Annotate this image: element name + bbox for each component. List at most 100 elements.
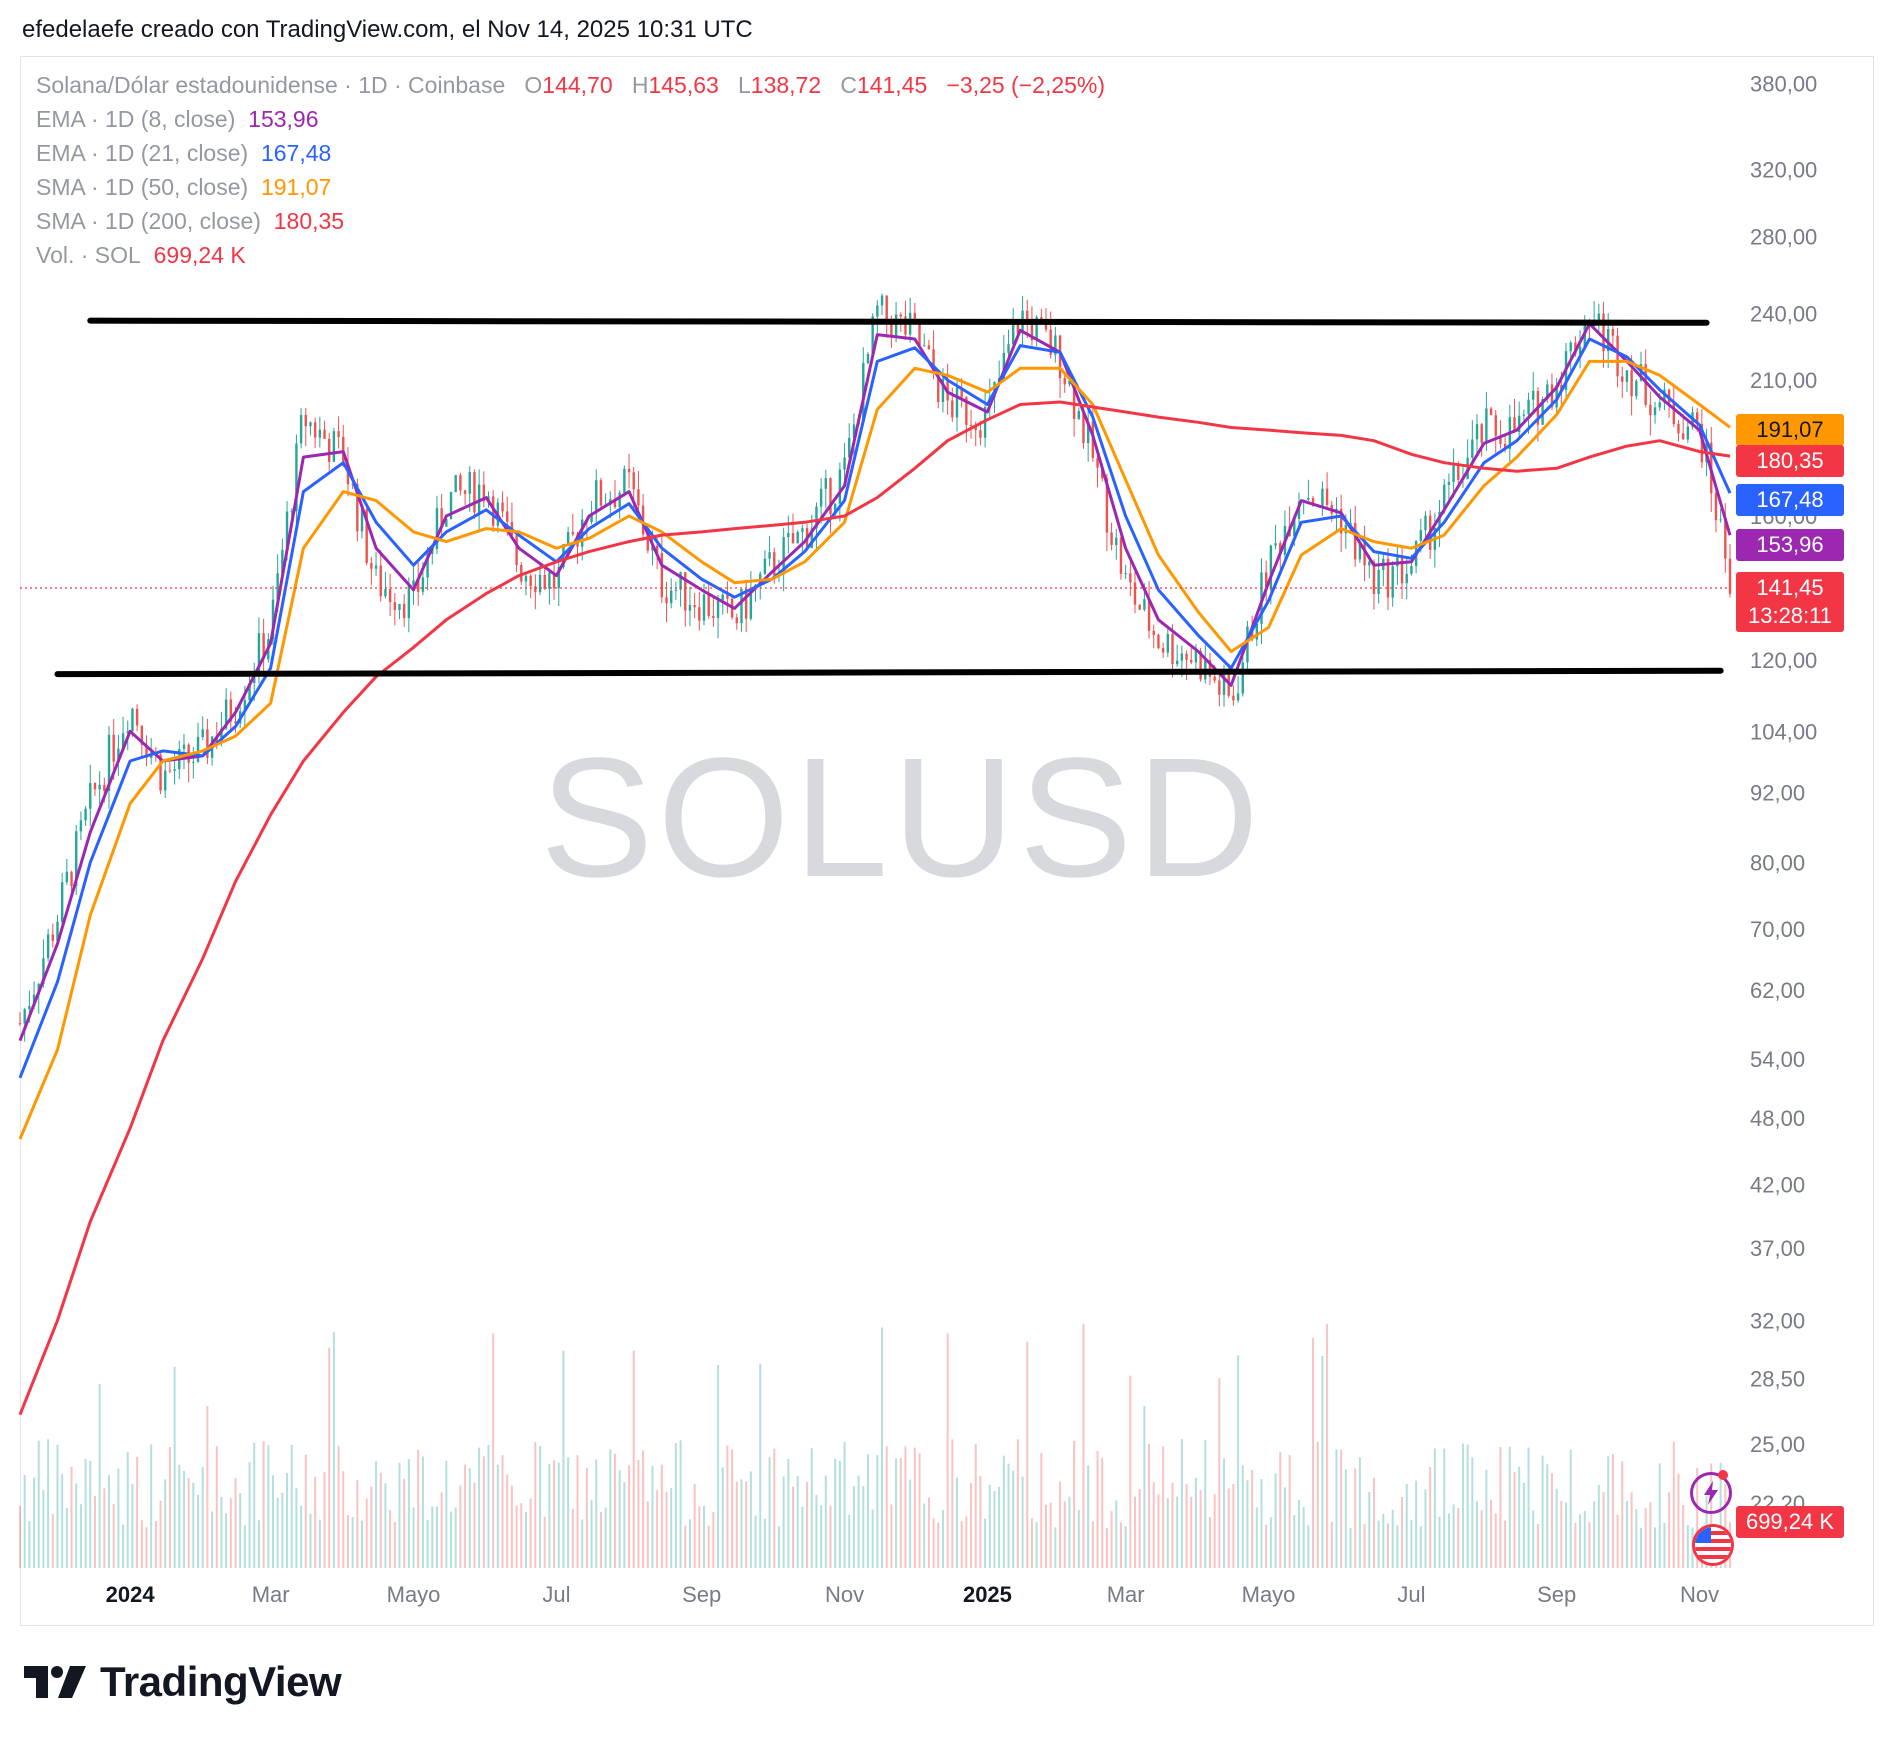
legend-symbol[interactable]: Solana/Dólar estadounidense · 1D · Coinb… xyxy=(36,72,506,98)
candle-body xyxy=(1185,653,1188,660)
volume-bar xyxy=(492,1333,495,1568)
candle-body xyxy=(1096,457,1099,468)
volume-bar xyxy=(332,1332,335,1568)
tradingview-brand-text: TradingView xyxy=(100,1658,342,1705)
candle-body xyxy=(1443,484,1446,512)
legend-low-label: L xyxy=(737,72,751,98)
volume-bar xyxy=(1686,1525,1689,1568)
candle-body xyxy=(1546,384,1549,399)
candle-body xyxy=(379,565,382,597)
volume-bar xyxy=(1326,1323,1329,1568)
volume-bar xyxy=(1077,1509,1080,1568)
volume-bar xyxy=(1063,1501,1066,1568)
volume-bar xyxy=(843,1441,846,1568)
legend-volume-row[interactable]: Vol. · SOL 699,24 K xyxy=(36,238,1105,272)
candle-body xyxy=(117,748,120,762)
volume-bar xyxy=(262,1441,265,1568)
candle-body xyxy=(253,675,256,684)
candle-body xyxy=(787,533,790,538)
volume-bar xyxy=(534,1442,537,1568)
candle-body xyxy=(412,580,415,586)
bar-countdown: 13:28:11 xyxy=(1747,603,1832,628)
legend-sma50-row[interactable]: SMA · 1D (50, close) 191,07 xyxy=(36,170,1105,204)
candle-body xyxy=(871,316,874,355)
volume-bar xyxy=(1358,1457,1361,1568)
volume-bar xyxy=(192,1482,195,1568)
candle-body xyxy=(1532,390,1535,400)
volume-bar xyxy=(375,1461,378,1568)
volume-bar xyxy=(112,1504,115,1568)
candle-body xyxy=(1115,537,1118,545)
candle-body xyxy=(1072,380,1076,419)
candle-body xyxy=(1485,408,1488,443)
volume-bar xyxy=(1616,1514,1619,1568)
candle-body xyxy=(70,871,73,887)
candle-body xyxy=(1452,464,1455,482)
candle-body xyxy=(1499,435,1502,444)
candle-body xyxy=(613,499,617,508)
volume-bar xyxy=(1082,1323,1085,1568)
legend-symbol-row[interactable]: Solana/Dólar estadounidense · 1D · Coinb… xyxy=(36,68,1105,102)
volume-bar xyxy=(1644,1507,1647,1568)
candle-body xyxy=(1321,488,1324,506)
volume-bar xyxy=(108,1475,111,1568)
ema21-line[interactable] xyxy=(18,337,1732,1079)
candle-body xyxy=(323,429,326,439)
candle-body xyxy=(1653,407,1657,416)
candle-body xyxy=(1063,378,1066,385)
candle-body xyxy=(140,725,144,745)
legend-sma200-row[interactable]: SMA · 1D (200, close) 180,35 xyxy=(36,204,1105,238)
candle-body xyxy=(1719,519,1722,521)
volume-bar xyxy=(276,1497,279,1568)
volume-bar xyxy=(684,1525,687,1568)
volume-bar xyxy=(595,1459,598,1568)
volume-bar xyxy=(745,1481,748,1568)
sma50-line[interactable] xyxy=(18,359,1731,1140)
candle-body xyxy=(501,502,504,512)
lightning-alert-icon[interactable] xyxy=(1690,1472,1732,1514)
candle-body xyxy=(206,729,209,758)
volume-bar xyxy=(1176,1496,1179,1568)
candle-body xyxy=(866,354,870,364)
legend-open-value: 144,70 xyxy=(542,72,613,98)
candle-body xyxy=(56,921,59,941)
volume-bar xyxy=(777,1526,780,1568)
volume-bar xyxy=(670,1487,673,1568)
legend-ema8-row[interactable]: EMA · 1D (8, close) 153,96 xyxy=(36,102,1105,136)
ema8-line[interactable] xyxy=(18,322,1732,1042)
volume-bar xyxy=(398,1462,401,1568)
chart-attribution: efedelaefe creado con TradingView.com, e… xyxy=(22,16,753,43)
candle-body xyxy=(693,605,696,608)
volume-bar xyxy=(33,1477,36,1568)
volume-bar xyxy=(1073,1440,1076,1568)
chart-frame[interactable] xyxy=(20,56,1874,1626)
candle-body xyxy=(810,528,813,548)
candle-body xyxy=(1386,558,1390,598)
candle-body xyxy=(815,506,818,529)
volume-bar xyxy=(1040,1453,1043,1568)
volume-bar xyxy=(1129,1375,1132,1568)
candle-body xyxy=(740,589,743,624)
volume-bar xyxy=(1569,1449,1572,1568)
candle-body xyxy=(1696,412,1699,425)
candle-body xyxy=(1040,317,1043,320)
tradingview-logo[interactable]: TradingView xyxy=(24,1658,342,1706)
volume-bar xyxy=(1480,1510,1483,1568)
candle-body xyxy=(876,305,879,317)
candle-body xyxy=(388,589,392,603)
volume-bar xyxy=(384,1483,387,1568)
candle-body xyxy=(1503,443,1507,449)
volume-bar xyxy=(1199,1490,1202,1568)
legend-ema21-row[interactable]: EMA · 1D (21, close) 167,48 xyxy=(36,136,1105,170)
us-flag-icon[interactable] xyxy=(1692,1524,1734,1566)
volume-bar xyxy=(1068,1496,1071,1568)
candle-body xyxy=(1054,335,1057,355)
candle-body xyxy=(599,480,603,506)
candle-body xyxy=(1194,651,1198,663)
volume-bar xyxy=(1260,1479,1263,1568)
volume-bar xyxy=(435,1506,438,1568)
resistance-trendline[interactable] xyxy=(87,317,1710,326)
support-trendline[interactable] xyxy=(54,667,1724,678)
sma200-line[interactable] xyxy=(18,400,1731,1416)
